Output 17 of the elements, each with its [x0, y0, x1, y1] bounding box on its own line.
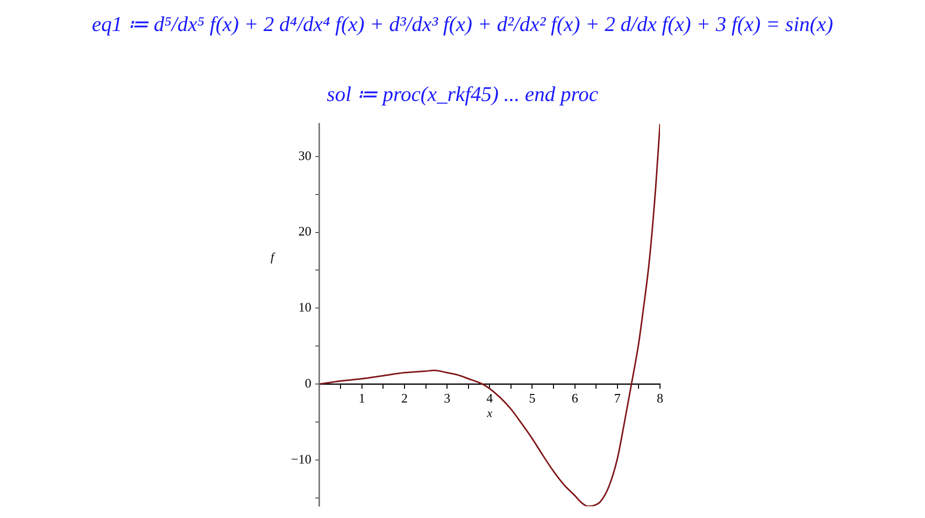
y-tick-label: 30 [298, 148, 312, 163]
x-tick-label: 6 [572, 390, 579, 406]
x-tick-label: 1 [358, 390, 366, 406]
y-tick-label: −10 [290, 451, 312, 466]
y-tick-label: 20 [298, 224, 312, 239]
x-tick-label: 2 [401, 390, 408, 406]
x-tick-label: 3 [444, 390, 450, 406]
x-axis-title: x [486, 406, 493, 420]
y-axis-title: f [270, 250, 276, 264]
x-tick-label: 8 [656, 390, 664, 406]
y-tick-label: 10 [298, 300, 312, 315]
x-tick-label: 7 [614, 390, 622, 406]
chart-subtitle: sol ≔ proc(x_rkf45) ... end proc [326, 82, 600, 107]
x-tick-label: 5 [529, 390, 536, 406]
x-tick-label: 4 [486, 390, 494, 406]
chart-title: eq1 ≔ d⁵/dx⁵ f(x) + 2 d⁴/dx⁴ f(x) + d³/dx³ f(x) + d²/dx² f(x) + 2 d/dx f(x) + 3 f(x) = sin(x) [90, 12, 834, 37]
y-tick-label: 0 [304, 375, 312, 390]
